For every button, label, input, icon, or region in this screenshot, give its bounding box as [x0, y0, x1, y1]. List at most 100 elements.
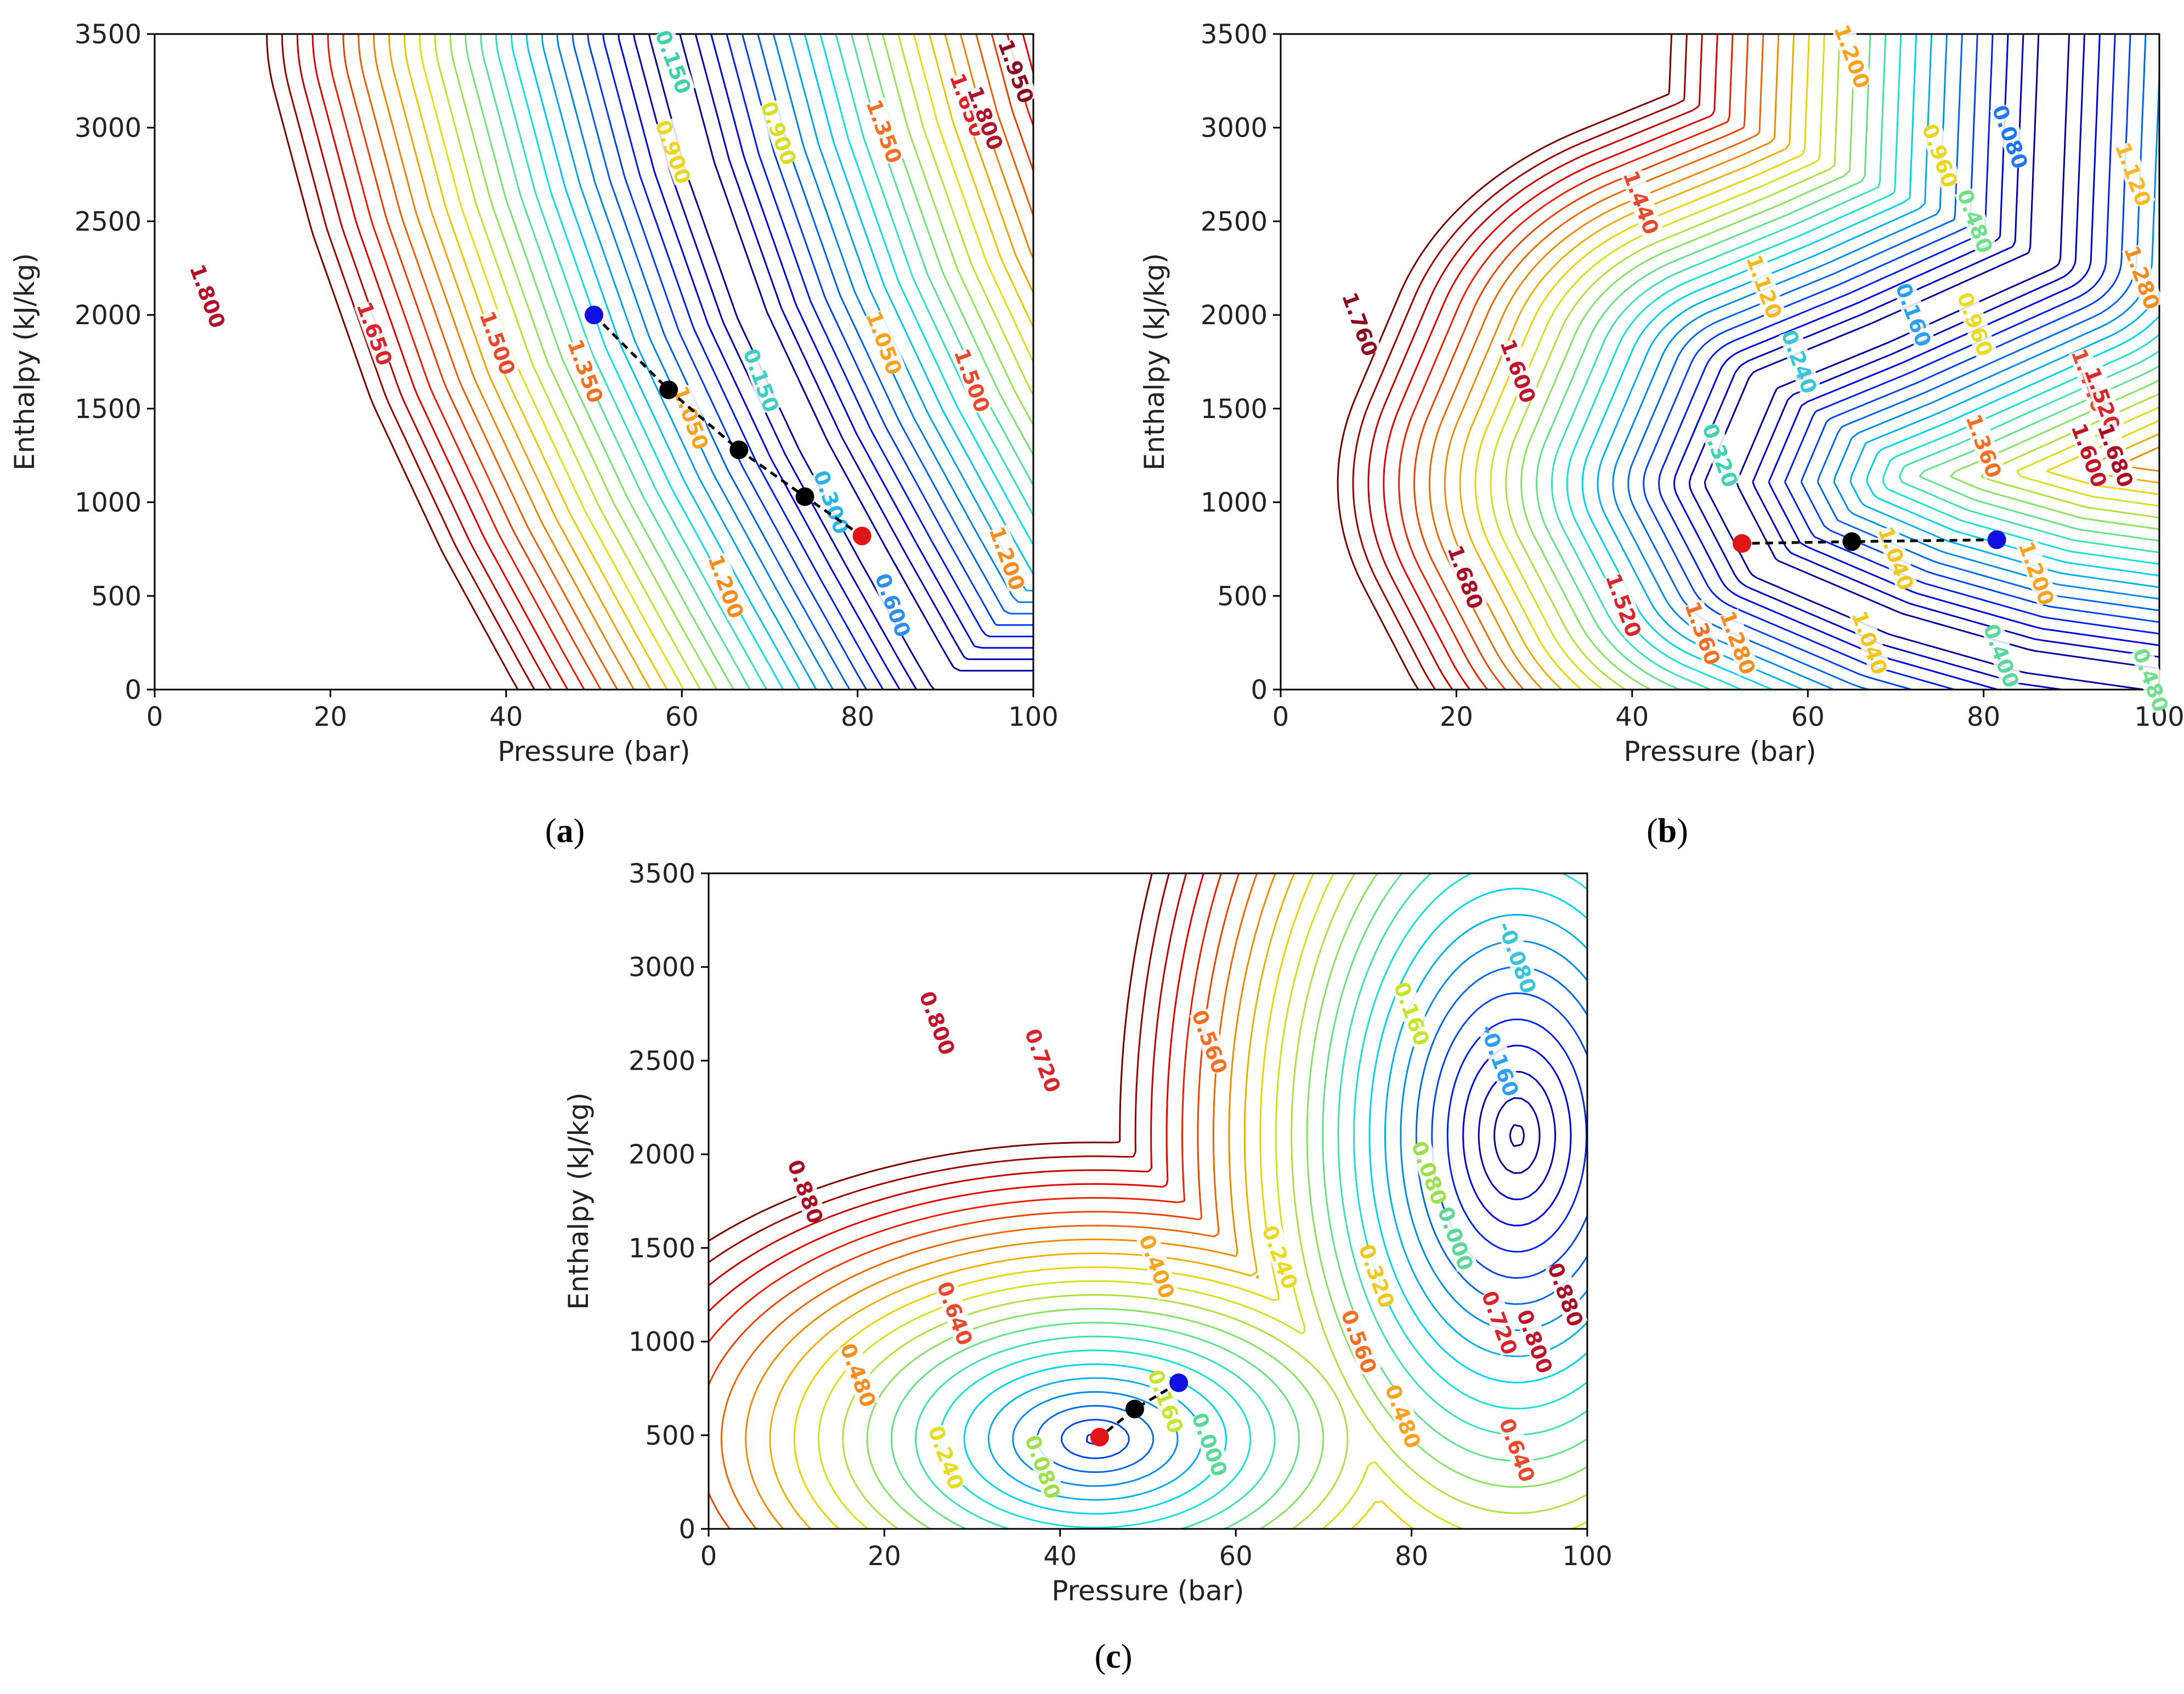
- caption-c-text: c: [1106, 1638, 1121, 1675]
- y-tick-label: 500: [645, 1420, 695, 1451]
- contour-label-text: 1.600: [1495, 336, 1540, 406]
- contour-label-bg: [1338, 1307, 1382, 1375]
- contour-label-text: 1.500: [475, 308, 520, 378]
- contour-label-bg: [952, 346, 994, 414]
- x-tick-label: 60: [1791, 702, 1825, 732]
- contour-line: [632, 34, 1033, 690]
- contour-plot-c: 0 20 40 60 80 1000500100015002000250030003500…: [563, 859, 1612, 1607]
- contour-line: [963, 888, 1587, 1515]
- contour-label: 0.150: [650, 27, 695, 97]
- contour-label: 0.000: [1433, 1204, 1478, 1274]
- x-tick-label: 20: [1440, 702, 1473, 732]
- contour-label-bg: [872, 571, 915, 639]
- path-point-start: [1987, 530, 2006, 549]
- caption-b-text: b: [1657, 812, 1677, 850]
- y-tick-label: 1000: [1201, 488, 1268, 518]
- y-tick-label: 1500: [629, 1233, 695, 1264]
- contour-label-bg: [1356, 1242, 1399, 1309]
- contour-label: 0.080: [1020, 1432, 1065, 1502]
- contour-label-bg: [2121, 243, 2164, 311]
- contour-line: [709, 873, 1204, 1312]
- contour-label-bg: [1479, 1026, 1522, 1094]
- contour-label-bg: [1391, 980, 1434, 1047]
- contour-label-bg: [1022, 1433, 1065, 1500]
- contour-label: 0.720: [1020, 1025, 1065, 1096]
- path-point-end: [1090, 1427, 1109, 1447]
- contour-label-bg: [1779, 327, 1821, 396]
- x-tick-label: 0: [700, 1541, 717, 1572]
- contour-line: [709, 873, 1153, 1242]
- y-tick-label: 2000: [629, 1139, 695, 1170]
- contour-label: 0.240: [923, 1422, 968, 1493]
- contour-plot-b: 0 20 40 60 80 1000500100015002000250030003500…: [1139, 19, 2184, 767]
- contour-line: [1490, 34, 2159, 690]
- path-point-step: [795, 487, 814, 506]
- contour-line: [403, 34, 1033, 690]
- contour-label-bg: [1189, 1410, 1232, 1478]
- contour-label-text: -0.160: [1475, 1021, 1524, 1100]
- x-tick-label: 20: [868, 1541, 901, 1572]
- y-tick-label: 500: [1217, 581, 1268, 612]
- contour-label-bg: [1479, 1289, 1522, 1357]
- contour-label: 0.080: [1406, 1138, 1451, 1208]
- contour-label-bg: [1893, 281, 1936, 348]
- path-point-step: [1125, 1399, 1144, 1419]
- contour-label-bg: [1189, 1008, 1232, 1075]
- y-tick-label: 2500: [75, 206, 142, 237]
- contour-label: 0.160: [1891, 280, 1936, 350]
- contour-label-bg: [1408, 1139, 1452, 1206]
- contour-line: [358, 34, 1033, 690]
- contour-label: 0.160: [1389, 979, 1434, 1049]
- contour-line: [281, 34, 535, 690]
- contour-label-text: 0.560: [1187, 1007, 1232, 1077]
- path-point-step: [659, 380, 678, 399]
- contour-label-text: 0.000: [1433, 1204, 1478, 1274]
- x-tick-label: 60: [1219, 1541, 1253, 1572]
- contour-lines: [709, 873, 1587, 1529]
- contour-label-bg: [705, 552, 748, 620]
- contour-line: [1398, 34, 1734, 690]
- contour-line: [312, 34, 1033, 690]
- contour-line: [1658, 34, 2159, 690]
- contour-label-bg: [2082, 365, 2125, 433]
- path-point-start: [1169, 1373, 1189, 1392]
- contour-label-text: 0.080: [1020, 1432, 1065, 1502]
- x-axis-label: Pressure (bar): [1051, 1575, 1244, 1607]
- contour-label-bg: [2016, 539, 2059, 607]
- optimization-path: [1099, 1381, 1180, 1438]
- contour-label: 1.650: [352, 298, 397, 369]
- contour-label-bg: [2113, 140, 2155, 208]
- contour-label: 1.950: [993, 36, 1038, 106]
- contour-label-bg: [2069, 421, 2112, 489]
- y-axis-label: Enthalpy (kJ/kg): [563, 1092, 595, 1310]
- path-point-end: [852, 527, 872, 546]
- y-tick-label: 2500: [1201, 206, 1268, 237]
- x-tick-label: 60: [665, 702, 699, 732]
- contour-label-text: 0.320: [1354, 1241, 1399, 1311]
- contour-label-text: 0.480: [1952, 186, 1997, 256]
- contour-label-text: 1.350: [861, 96, 906, 166]
- x-tick-label: 0: [1272, 702, 1289, 732]
- contour-label-bg: [916, 989, 960, 1057]
- y-axis-label: Enthalpy (kJ/kg): [1139, 253, 1170, 471]
- contour-label: 1.040: [1847, 608, 1892, 678]
- contour-label-bg: [565, 337, 608, 405]
- y-axis-label: Enthalpy (kJ/kg): [9, 253, 41, 471]
- contour-label-text: 0.400: [1134, 1232, 1179, 1302]
- contour-plot-a: 0 20 40 60 80 1000500100015002000250030003500…: [9, 19, 1059, 767]
- chart-panel-a: 0 20 40 60 80 100 0 500 1000 1500 2000 2500 3000 3500…: [0, 0, 1091, 812]
- y-tick-label: 2000: [1201, 300, 1268, 331]
- contour-label-bg: [995, 37, 1038, 105]
- contour-label: 1.350: [861, 96, 906, 166]
- contour-label: 1.500: [475, 308, 520, 378]
- contour-label: 1.760: [1337, 289, 1382, 359]
- contour-label-bg: [1954, 290, 1998, 358]
- contour-line: [1428, 34, 1764, 690]
- contour-label-bg: [1919, 121, 1962, 189]
- contour-label-bg: [1445, 543, 1487, 611]
- contour-line: [1444, 34, 2159, 690]
- contour-label-bg: [1989, 103, 2033, 171]
- y-tick-label: 3000: [629, 952, 695, 983]
- contour-line: [541, 34, 1033, 690]
- contour-label-text: 0.640: [1495, 1415, 1540, 1486]
